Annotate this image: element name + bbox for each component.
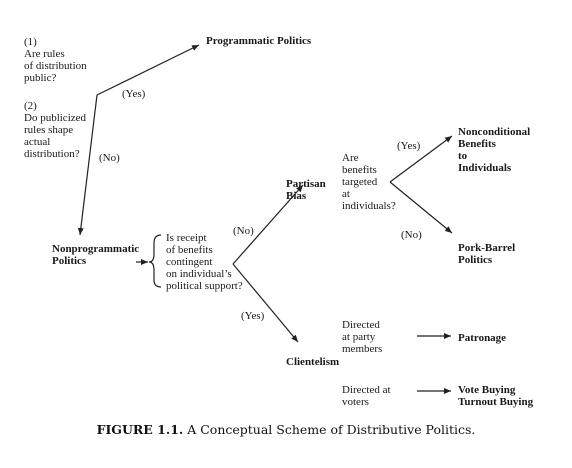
directed-at-voters: Directed at voters [342, 384, 391, 408]
label-q4-no: (No) [401, 229, 422, 241]
label-q2-no: (No) [99, 152, 120, 164]
question-1: (1) Are rules of distribution public? [24, 36, 87, 84]
edge-q3-yes [233, 264, 298, 342]
figure-caption-label: FIGURE 1.1. [97, 422, 184, 437]
question-3: Is receipt of benefits contingent on ind… [166, 232, 243, 292]
figure-caption-text: A Conceptual Scheme of Distributive Poli… [183, 422, 475, 437]
q3-brace [149, 235, 161, 287]
node-clientelism: Clientelism [286, 356, 339, 368]
directed-at-party-members: Directed at party members [342, 319, 382, 355]
node-vote-turnout-buying: Vote Buying Turnout Buying [458, 384, 533, 408]
node-pork-barrel-politics: Pork-Barrel Politics [458, 242, 515, 266]
edge-q4-no [390, 182, 452, 233]
question-2: (2) Do publicized rules shape actual dis… [24, 100, 86, 160]
node-patronage: Patronage [458, 332, 506, 344]
node-nonconditional-benefits: Nonconditional Benefits to Individuals [458, 126, 530, 174]
node-partisan-bias: Partisan Bias [286, 178, 326, 202]
label-q3-yes: (Yes) [241, 310, 264, 322]
label-q1-yes: (Yes) [122, 88, 145, 100]
label-q4-yes: (Yes) [397, 140, 420, 152]
node-nonprogrammatic-politics: Nonprogrammatic Politics [52, 243, 139, 267]
question-4: Are benefits targeted at individuals? [342, 152, 396, 212]
figure-caption: FIGURE 1.1. A Conceptual Scheme of Distr… [0, 422, 572, 437]
node-programmatic-politics: Programmatic Politics [206, 35, 311, 47]
edge-q1-yes [97, 45, 199, 95]
